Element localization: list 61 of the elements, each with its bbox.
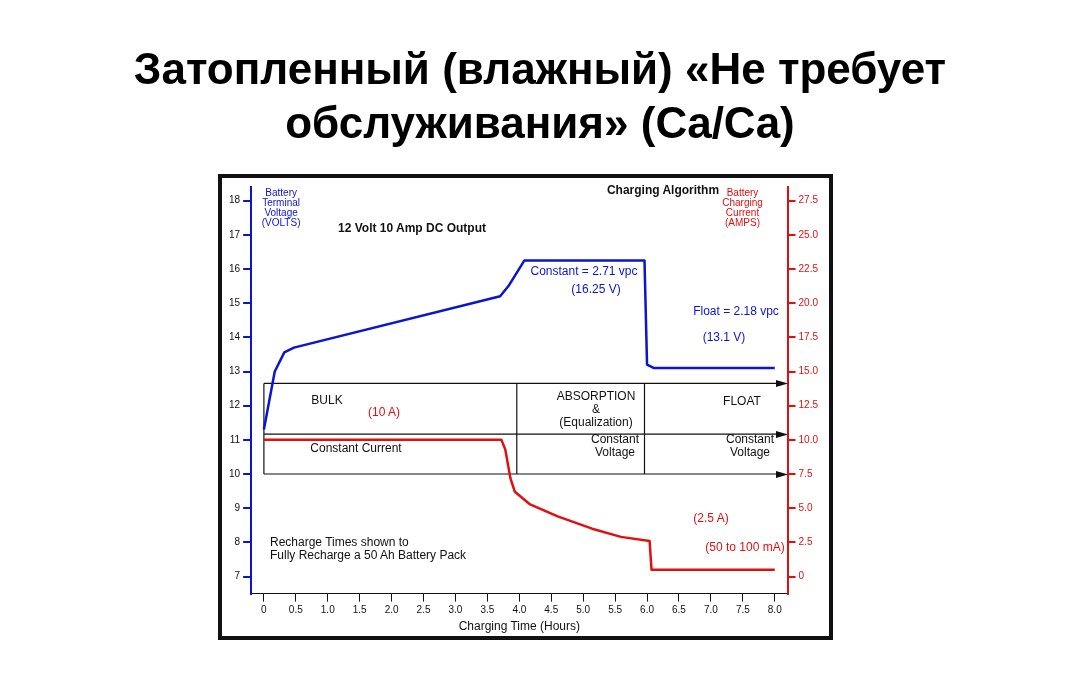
y-tick-label: 14 (229, 331, 241, 343)
y-tick-label: 12 (229, 399, 241, 411)
annotation: (13.1 V) (702, 330, 746, 345)
x-tick-label: 2.0 (384, 604, 399, 616)
y2-tick-label: 5.0 (798, 501, 813, 513)
x-tick-label: 3.5 (480, 604, 495, 616)
annotation: Charging Algorithm (606, 183, 720, 198)
x-axis-title: Charging Time (Hours) (458, 619, 581, 634)
y-tick-label: 13 (229, 365, 241, 377)
y-tick-label: 16 (229, 262, 241, 274)
annotation: (50 to 100 mA) (705, 540, 785, 555)
y-tick-label: 18 (229, 194, 241, 206)
annotation: (16.25 V) (571, 282, 621, 297)
annotation: Constant Voltage (725, 431, 775, 459)
y2-axis-title: Battery Charging Current (AMPS) (722, 186, 763, 228)
x-tick-label: 5.0 (576, 604, 591, 616)
y2-tick-label: 2.5 (798, 536, 813, 548)
y2-tick-label: 25.0 (798, 228, 819, 240)
y2-tick-label: 0 (798, 570, 805, 582)
x-tick-label: 6.0 (640, 604, 655, 616)
annotation: Constant = 2.71 vpc (530, 264, 638, 279)
x-tick-label: 0.5 (288, 604, 304, 616)
y2-tick-label: 27.5 (798, 194, 819, 206)
x-tick-label: 1.0 (320, 604, 336, 616)
x-tick-label: 7.5 (735, 604, 751, 616)
y-axis-title: Battery Terminal Voltage (VOLTS) (261, 186, 301, 228)
y-tick-label: 9 (234, 501, 241, 513)
y2-tick-label: 7.5 (798, 467, 813, 479)
x-tick-label: 7.0 (703, 604, 719, 616)
x-tick-label: 8.0 (767, 604, 783, 616)
y2-tick-label: 12.5 (798, 399, 819, 411)
annotation: FLOAT (723, 394, 762, 409)
y2-tick-label: 10.0 (798, 433, 819, 445)
y2-tick-label: 15.0 (798, 365, 819, 377)
annotation: Float = 2.18 vpc (693, 304, 779, 319)
y2-tick-label: 20.0 (798, 296, 819, 308)
x-tick-label: 4.0 (512, 604, 527, 616)
y-tick-label: 8 (234, 536, 241, 548)
y-tick-label: 17 (229, 228, 241, 240)
annotation: Constant Current (310, 441, 403, 456)
x-tick-label: 2.5 (416, 604, 431, 616)
y-tick-label: 15 (229, 296, 241, 308)
annotation: (2.5 A) (693, 511, 729, 526)
y-tick-label: 10 (229, 467, 241, 479)
x-tick-label: 0 (261, 604, 268, 616)
y-tick-label: 11 (229, 433, 241, 445)
annotation: Recharge Times shown to Fully Recharge a 50 Ah Battery Pack (270, 534, 468, 562)
x-tick-label: 6.5 (672, 604, 687, 616)
x-tick-label: 4.5 (544, 604, 559, 616)
y2-tick-label: 17.5 (798, 331, 819, 343)
x-tick-label: 3.0 (448, 604, 463, 616)
annotation: (10 A) (367, 405, 401, 420)
annotation: 12 Volt 10 Amp DC Output (337, 221, 487, 236)
x-tick-label: 1.5 (352, 604, 368, 616)
x-tick-label: 5.5 (608, 604, 623, 616)
y-tick-label: 7 (234, 570, 241, 582)
annotation: Constant Voltage (590, 431, 640, 459)
chart-title: Затопленный (влажный) «Не требует обслуживания» (Ca/Ca) (132, 43, 948, 149)
y2-tick-label: 22.5 (798, 262, 819, 274)
annotation: ABSORPTION & (Equalization) (556, 389, 636, 430)
annotation: BULK (311, 393, 343, 408)
